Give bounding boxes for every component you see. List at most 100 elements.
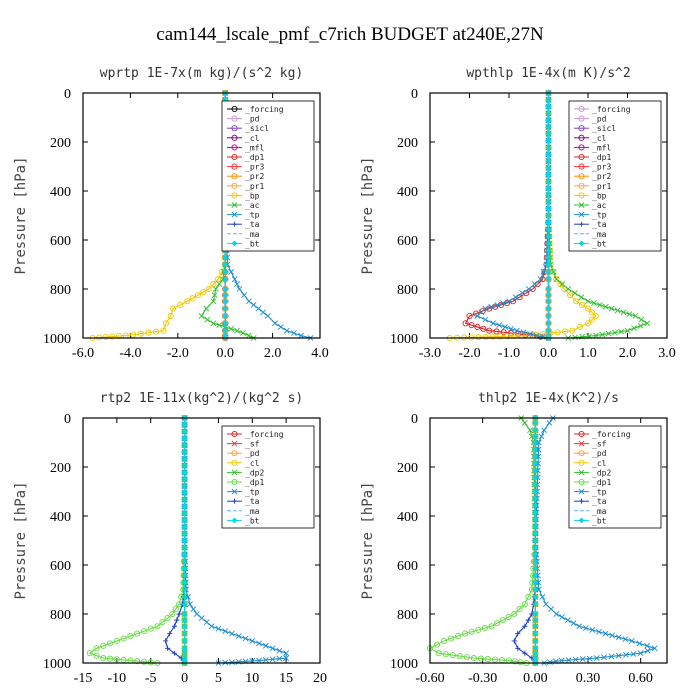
data-point [222,628,229,635]
legend-marker [231,498,238,504]
y-tick-label: 800 [397,283,418,298]
data-point [505,614,512,621]
data-point [553,276,560,283]
data-point [545,198,552,205]
legend-label: _forcing [592,430,631,439]
data-point [222,268,229,275]
y-axis-label: Pressure [hPa] [13,156,29,274]
data-point [545,305,552,312]
data-point [576,623,583,630]
data-point [181,476,188,483]
data-point [203,619,210,626]
data-point [609,632,616,639]
data-point [222,286,229,292]
data-point [515,645,521,651]
data-point [515,631,521,637]
legend-marker [231,240,238,247]
data-point [184,298,191,305]
data-point [181,572,188,579]
data-point [241,292,248,299]
data-point [488,623,495,630]
data-point [545,192,552,199]
data-point [572,334,579,341]
data-point [500,300,506,307]
data-point [455,633,462,640]
data-point [545,96,552,103]
data-point [578,294,585,301]
data-point [605,330,612,337]
legend-marker [231,115,238,122]
data-point [210,320,217,327]
data-point [181,469,188,476]
data-point [181,449,188,455]
chart-panel-3: rtp2 1E-11x(kg^2)/(kg^2 s) Pressure [hPa]… [13,391,327,686]
data-point [596,302,603,308]
data-point [113,656,120,663]
data-point [545,261,552,268]
data-point [190,606,197,613]
data-point [482,333,489,340]
data-point [601,654,608,661]
legend-marker [578,182,585,189]
data-point [137,330,144,337]
legend-label: _bt [245,239,260,248]
data-point [494,620,501,627]
legend-marker [231,125,238,132]
data-point [511,638,517,644]
data-point [532,637,539,644]
data-point [532,611,539,617]
data-point [154,623,161,630]
data-point [228,325,235,332]
data-point [204,316,211,323]
data-point [533,332,540,339]
data-point [638,316,645,323]
data-point [171,650,178,656]
legend-label: _dp2 [592,468,611,477]
data-point [499,617,506,624]
data-point [545,312,552,319]
data-point [532,551,539,558]
legend-marker [578,450,585,457]
data-point [181,489,188,496]
data-point [564,617,571,624]
data-point [506,298,512,305]
data-point [276,655,283,662]
data-point [448,635,455,642]
data-point [283,650,290,657]
data-point [615,652,622,659]
data-point [532,593,539,600]
series-bt [545,90,552,341]
data-point [588,309,596,316]
legend-label: _ta [592,220,607,229]
data-point [260,309,267,316]
data-point [637,650,644,657]
legend-marker [231,488,238,495]
data-point [203,305,210,312]
data-point [181,551,188,558]
legend-label: _cl [592,459,607,468]
legend-label: _tp [592,211,607,220]
x-tick-label: 10 [245,671,259,686]
data-point [532,419,539,426]
data-point [615,634,622,641]
data-point [532,523,539,530]
data-point [468,628,475,635]
data-point [140,658,147,665]
data-point [527,427,533,434]
plot-frame [429,92,668,339]
data-point [631,325,638,332]
data-point [242,635,249,642]
data-point [532,623,539,630]
data-point [561,328,569,335]
legend: _forcing_sf_pd_cl_dp2_dp1_tp_ta_ma_bt [568,425,662,529]
x-tick-label: 20 [313,671,327,686]
data-point [181,503,188,510]
data-point [245,298,252,305]
data-point [480,325,487,332]
data-point [256,640,262,647]
data-point [532,453,539,460]
legend-label: _forcing [245,105,284,114]
plot-frame [429,417,668,664]
y-tick-label: 1000 [390,332,418,347]
data-point [559,281,566,288]
